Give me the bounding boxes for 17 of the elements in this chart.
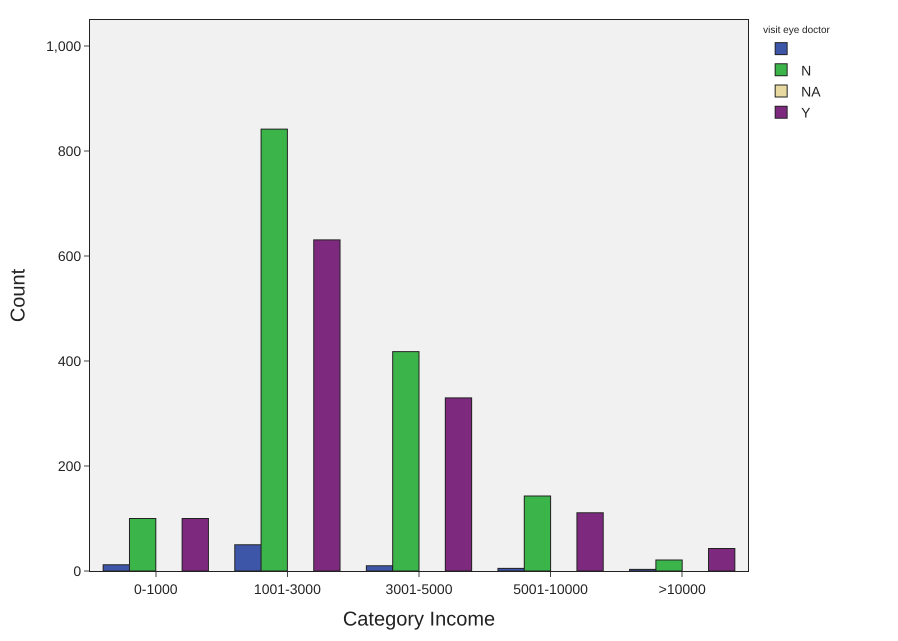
y-tick-label: 800 — [58, 143, 82, 160]
x-tick-label: >10000 — [658, 580, 706, 597]
x-axis-title: Category Income — [342, 608, 496, 630]
y-tick-label: 200 — [58, 458, 82, 474]
x-tick-label: 1001-3000 — [254, 580, 322, 597]
x-tick-label: 0-1000 — [134, 580, 178, 597]
legend-title: visit eye doctor — [763, 25, 831, 36]
legend-label: Y — [801, 104, 812, 121]
x-tick-label: 3001-5000 — [386, 580, 453, 597]
legend-label: N — [801, 62, 812, 78]
legend-label: NA — [801, 83, 822, 100]
y-axis-title: Count — [8, 268, 30, 322]
y-tick-label: 1,000 — [46, 38, 82, 54]
y-tick-label: 0 — [73, 562, 82, 579]
x-tick-label: 5001-10000 — [513, 580, 588, 597]
y-tick-label: 600 — [58, 248, 82, 264]
y-tick-label: 400 — [58, 353, 82, 369]
